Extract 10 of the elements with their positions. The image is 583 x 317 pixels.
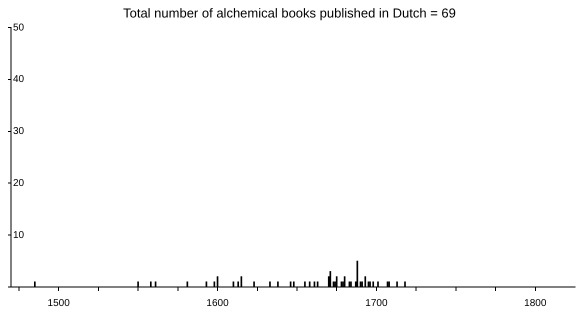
y-tick-label: 20 (13, 178, 25, 189)
x-tick-label: 1500 (48, 298, 70, 309)
chart-title: Total number of alchemical books published in Dutch = 69 (123, 5, 456, 20)
y-tick-label: 40 (13, 74, 25, 86)
x-tick-label: 1800 (524, 298, 547, 309)
y-tick-label: 50 (13, 22, 25, 34)
x-tick-label: 1700 (365, 298, 388, 309)
x-tick-label: 1600 (206, 298, 230, 309)
y-tick-label: 10 (13, 230, 25, 241)
y-tick-label: 30 (13, 126, 25, 138)
